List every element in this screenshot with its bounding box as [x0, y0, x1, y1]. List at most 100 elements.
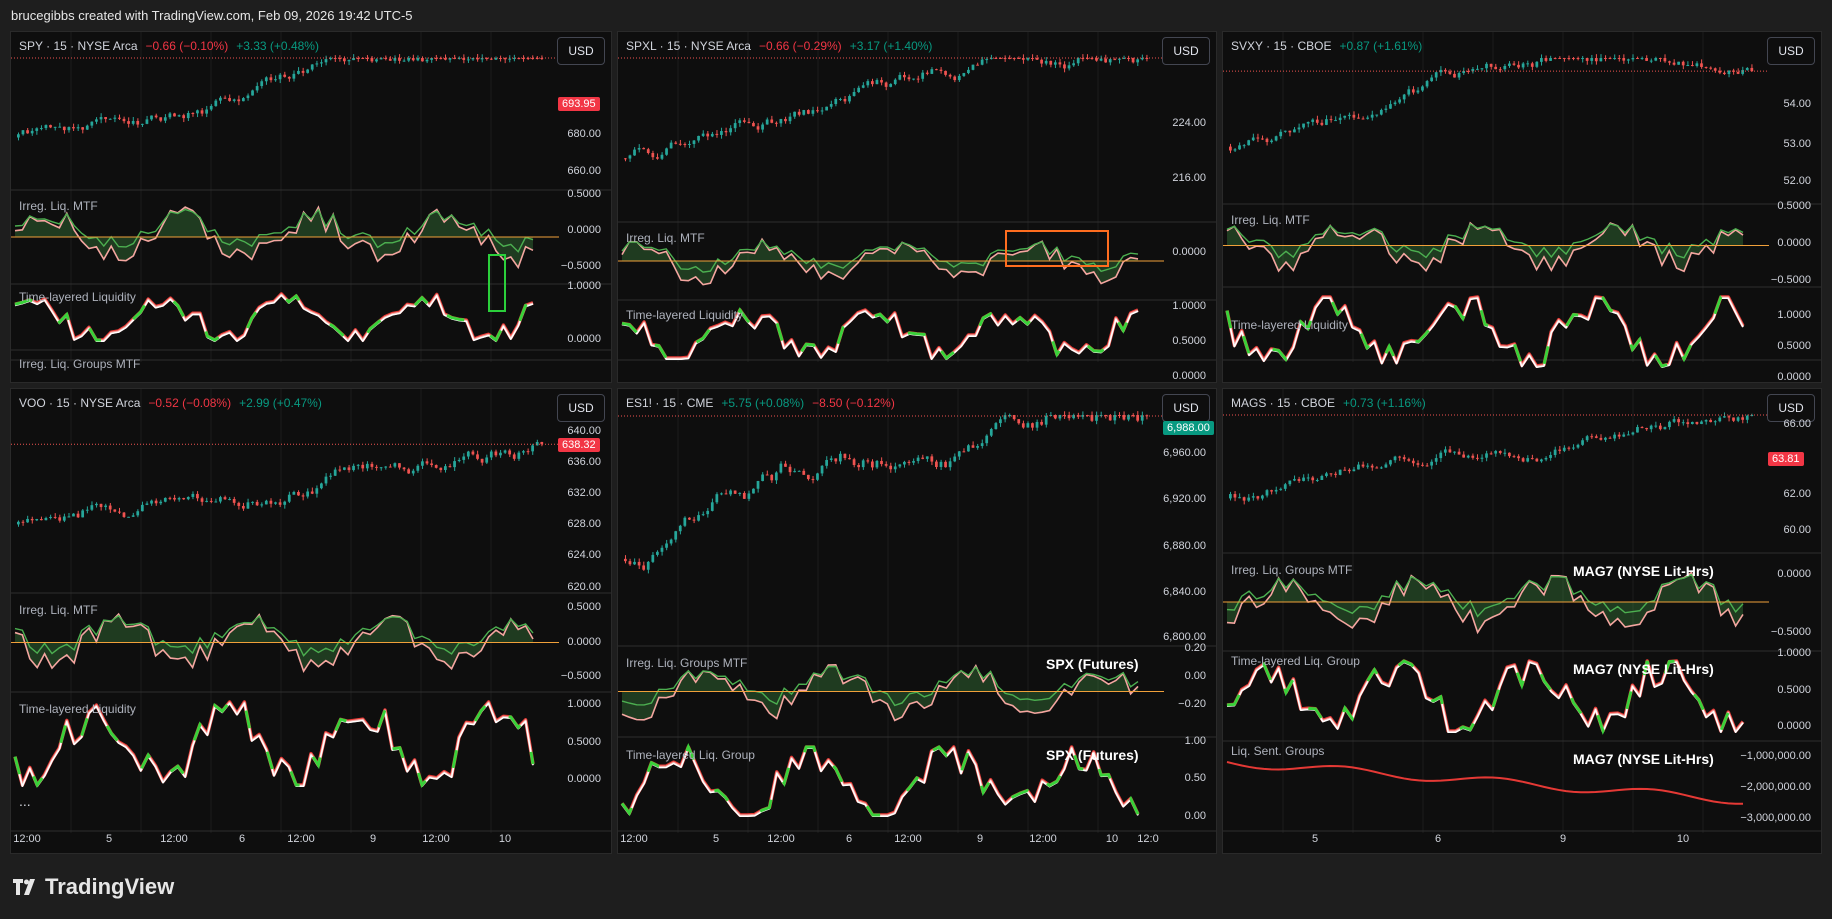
candle-body — [540, 58, 544, 59]
price-axis-label: 620.00 — [567, 581, 601, 593]
change-value: −0.52 (−0.08%) — [148, 396, 232, 410]
candle-body — [140, 504, 144, 512]
candle-body — [205, 500, 208, 502]
candle-body — [669, 142, 673, 149]
price-axis-label: 6,960.00 — [1163, 447, 1206, 459]
candle-body — [939, 461, 943, 467]
highlight-box[interactable] — [488, 254, 506, 312]
candle-body — [283, 74, 287, 77]
symbol-label[interactable]: VOO · 15 · NYSE Arca — [19, 396, 141, 410]
symbol-label[interactable]: MAGS · 15 · CBOE — [1231, 396, 1336, 410]
candle-body — [870, 81, 874, 85]
currency-button[interactable]: USD — [557, 37, 605, 65]
oscillator-fill — [1227, 222, 1743, 272]
candle-body — [131, 120, 135, 124]
candle-body — [1099, 415, 1103, 416]
candle-body — [1315, 119, 1319, 123]
currency-button[interactable]: USD — [1162, 394, 1210, 422]
candle-body — [646, 149, 650, 154]
candle-body — [1306, 477, 1310, 479]
candle-body — [457, 58, 461, 59]
candle-body — [301, 70, 305, 73]
candle-body — [660, 547, 664, 552]
candle-body — [260, 504, 264, 506]
candle-body — [430, 463, 433, 466]
candle-body — [1021, 423, 1025, 428]
indicator-axis-label: 1.00 — [1184, 735, 1206, 747]
time-axis-label: 6 — [845, 833, 853, 845]
candle-body — [26, 518, 29, 523]
symbol-label[interactable]: ES1! · 15 · CME — [626, 396, 714, 410]
candle-body — [453, 58, 456, 59]
symbol-label[interactable]: SVXY · 15 · CBOE — [1231, 39, 1332, 53]
candle-body — [232, 499, 236, 503]
candle-body — [118, 511, 121, 513]
candle-body — [1645, 58, 1648, 61]
candle-body — [365, 463, 369, 469]
candle-body — [738, 492, 742, 494]
candle-body — [852, 92, 856, 97]
candle-body — [1512, 63, 1516, 65]
candle-body — [838, 98, 842, 100]
candle-body — [1668, 421, 1671, 428]
candle-body — [154, 500, 158, 504]
candle-body — [356, 58, 360, 59]
candle-body — [1031, 423, 1034, 428]
chart-canvas[interactable] — [11, 32, 611, 382]
candle-body — [1108, 59, 1112, 63]
candle-body — [1489, 453, 1493, 455]
symbol-label[interactable]: SPY · 15 · NYSE Arca — [19, 39, 138, 53]
candle-body — [108, 118, 112, 120]
candle-body — [1745, 67, 1749, 71]
candle-body — [1658, 58, 1662, 59]
chart-canvas[interactable] — [1223, 389, 1821, 853]
chart-panel-spy: SPY · 15 · NYSE Arca −0.66 (−0.10%) +3.33 … — [10, 31, 612, 383]
candle-body — [656, 157, 659, 159]
candle-body — [774, 122, 778, 124]
candle-body — [1736, 71, 1740, 74]
candle-body — [150, 115, 153, 120]
candle-body — [136, 120, 140, 125]
candle-body — [223, 497, 227, 500]
candle-body — [674, 531, 678, 540]
candle-body — [678, 143, 682, 145]
indicator-axis-label: 0.0000 — [567, 636, 601, 648]
time-axis-label: 9 — [976, 833, 984, 845]
candle-body — [1521, 458, 1525, 462]
indicator-pane-plot — [14, 291, 534, 343]
candle-body — [1709, 67, 1713, 69]
highlight-box[interactable] — [1005, 230, 1109, 267]
candle-body — [1718, 70, 1722, 73]
more-indicators-button[interactable]: ... — [19, 793, 31, 809]
candle-body — [1640, 427, 1644, 429]
extended-change-value: +0.73 (+1.16%) — [1343, 396, 1426, 410]
chart-canvas[interactable] — [618, 32, 1216, 382]
candle-body — [1672, 419, 1676, 422]
candle-body — [834, 99, 838, 105]
symbol-label[interactable]: SPXL · 15 · NYSE Arca — [626, 39, 751, 53]
candle-body — [1063, 64, 1066, 69]
chart-canvas[interactable] — [618, 389, 1216, 853]
candle-body — [985, 59, 989, 61]
candle-body — [1122, 415, 1126, 420]
candle-body — [1140, 58, 1144, 60]
currency-button[interactable]: USD — [1767, 394, 1815, 422]
chart-canvas[interactable] — [11, 389, 611, 853]
candle-body — [489, 451, 493, 458]
candle-body — [1672, 62, 1676, 65]
candle-body — [1590, 58, 1594, 61]
candle-body — [866, 460, 870, 462]
candle-body — [756, 126, 760, 130]
candle-body — [384, 466, 388, 468]
candle-body — [1508, 63, 1511, 66]
candle-body — [1302, 123, 1305, 128]
currency-button[interactable]: USD — [557, 394, 605, 422]
candle-body — [980, 59, 984, 65]
candle-body — [145, 119, 149, 124]
indicator-axis-label: 0.5000 — [1777, 684, 1811, 696]
currency-button[interactable]: USD — [1162, 37, 1210, 65]
chart-canvas[interactable] — [1223, 32, 1821, 382]
candle-body — [765, 119, 769, 125]
candle-body — [678, 525, 682, 532]
currency-button[interactable]: USD — [1767, 37, 1815, 65]
